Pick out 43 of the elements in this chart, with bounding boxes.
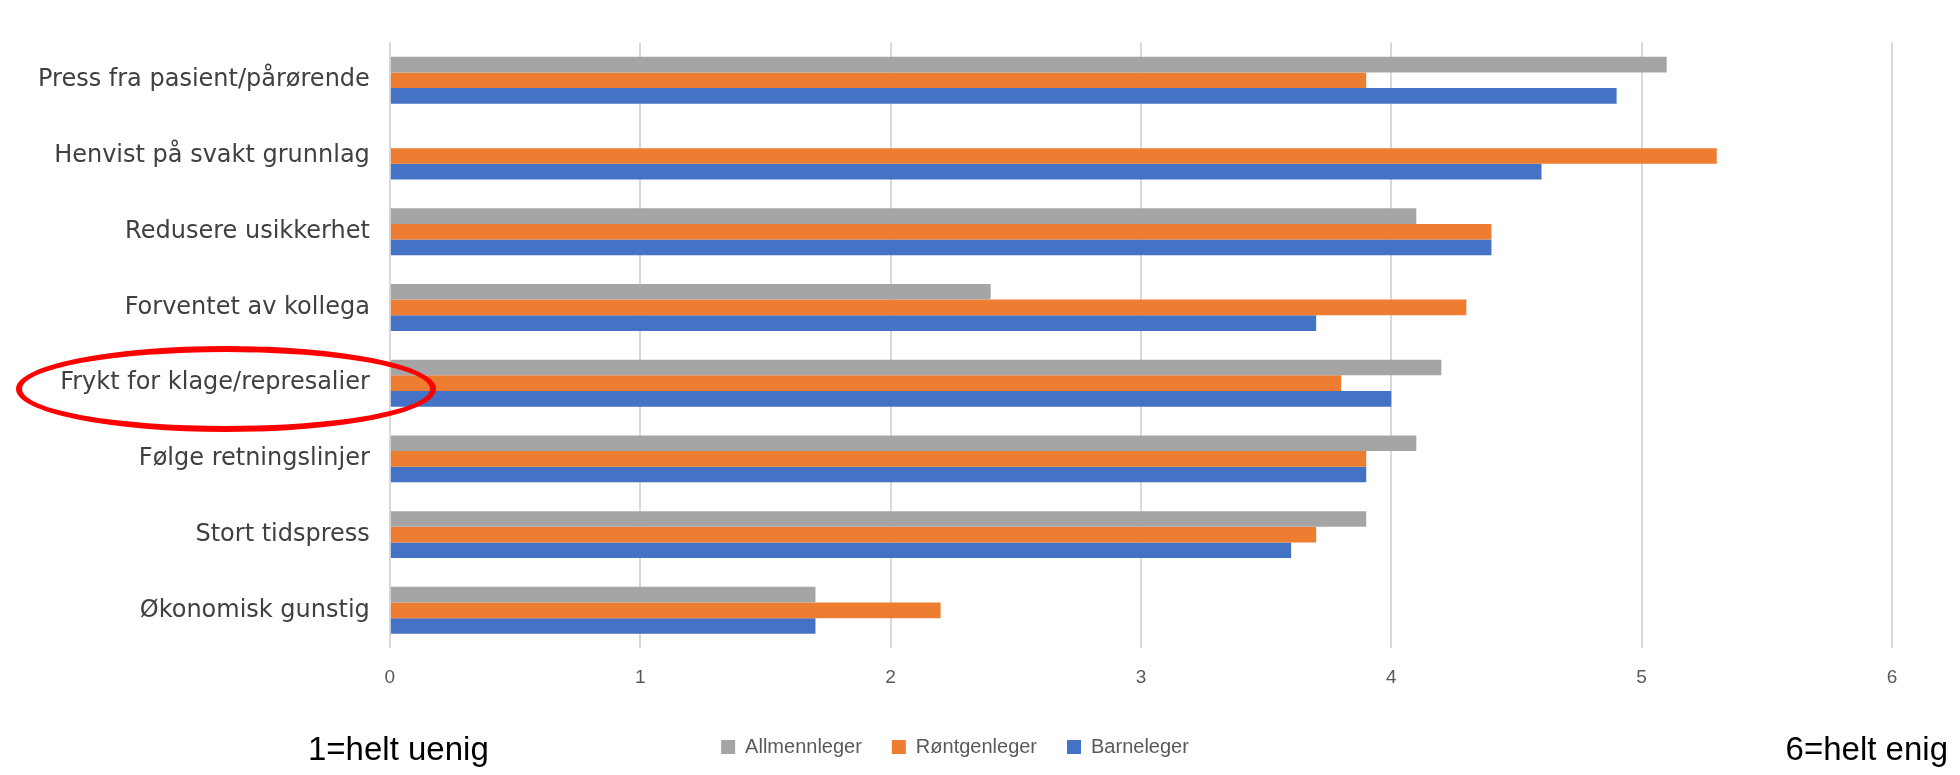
y-tick-label: Henvist på svakt grunnlag bbox=[54, 139, 370, 169]
legend-label: Allmennleger bbox=[745, 734, 863, 757]
bar bbox=[390, 511, 1367, 527]
bar bbox=[390, 148, 1717, 164]
bar bbox=[390, 586, 816, 603]
text: 1=helt uenig bbox=[308, 730, 489, 768]
bar bbox=[390, 315, 1317, 331]
bar bbox=[390, 618, 816, 634]
x-tick-label: 1 bbox=[634, 665, 646, 687]
bar bbox=[390, 88, 1617, 104]
bar bbox=[390, 299, 1467, 316]
bar bbox=[390, 526, 1317, 543]
bar bbox=[390, 56, 1667, 73]
bar bbox=[390, 375, 1342, 391]
x-tick-label: 5 bbox=[1636, 665, 1647, 687]
bar bbox=[390, 72, 1367, 89]
x-tick-label: 0 bbox=[384, 665, 396, 687]
bar bbox=[390, 435, 1417, 452]
bar bbox=[390, 602, 941, 619]
bar bbox=[390, 208, 1417, 224]
bar bbox=[390, 451, 1367, 467]
x-tick-label: 6 bbox=[1886, 665, 1898, 687]
bar bbox=[390, 239, 1492, 256]
y-tick-label: Press fra pasient/pårørende bbox=[38, 63, 370, 93]
legend-label: Barneleger bbox=[1091, 734, 1190, 757]
text: 6=helt enig bbox=[1785, 730, 1948, 768]
bar bbox=[390, 359, 1442, 376]
legend-label: Røntgenleger bbox=[915, 734, 1038, 757]
x-tick-label: 3 bbox=[1135, 665, 1147, 687]
x-tick-label: 2 bbox=[885, 665, 896, 687]
bar bbox=[390, 283, 991, 300]
y-tick-label: Frykt for klage/represalier bbox=[60, 367, 370, 396]
y-tick-label: Følge retningslinjer bbox=[138, 443, 370, 472]
bar bbox=[390, 163, 1542, 180]
bar bbox=[390, 466, 1367, 483]
y-tick-label: Forventet av kollega bbox=[124, 291, 370, 320]
bar bbox=[390, 223, 1492, 240]
y-tick-label: Redusere usikkerhet bbox=[125, 215, 370, 244]
bar bbox=[390, 542, 1292, 559]
bar bbox=[390, 390, 1392, 407]
y-tick-label: Stort tidspress bbox=[195, 518, 370, 547]
x-tick-label: 4 bbox=[1385, 665, 1397, 687]
y-tick-label: Økonomisk gunstig bbox=[139, 594, 370, 623]
